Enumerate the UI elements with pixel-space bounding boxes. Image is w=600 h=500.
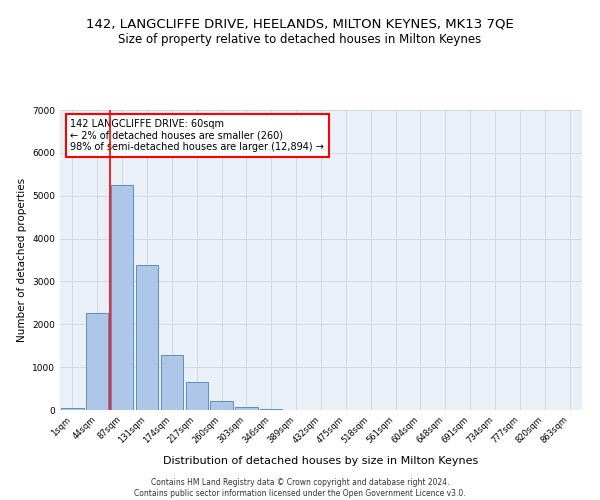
Text: Contains HM Land Registry data © Crown copyright and database right 2024.
Contai: Contains HM Land Registry data © Crown c… xyxy=(134,478,466,498)
Bar xyxy=(86,312,109,410)
Bar xyxy=(136,265,158,410)
Text: Size of property relative to detached houses in Milton Keynes: Size of property relative to detached ho… xyxy=(118,32,482,46)
Bar xyxy=(235,406,257,410)
Bar xyxy=(61,408,83,410)
X-axis label: Distribution of detached houses by size in Milton Keynes: Distribution of detached houses by size … xyxy=(163,456,479,466)
Text: 142, LANGCLIFFE DRIVE, HEELANDS, MILTON KEYNES, MK13 7QE: 142, LANGCLIFFE DRIVE, HEELANDS, MILTON … xyxy=(86,18,514,30)
Bar xyxy=(161,355,183,410)
Y-axis label: Number of detached properties: Number of detached properties xyxy=(17,178,26,342)
Bar xyxy=(211,402,233,410)
Bar xyxy=(111,185,133,410)
Bar xyxy=(260,409,283,410)
Text: 142 LANGCLIFFE DRIVE: 60sqm
← 2% of detached houses are smaller (260)
98% of sem: 142 LANGCLIFFE DRIVE: 60sqm ← 2% of deta… xyxy=(70,119,325,152)
Bar xyxy=(185,382,208,410)
